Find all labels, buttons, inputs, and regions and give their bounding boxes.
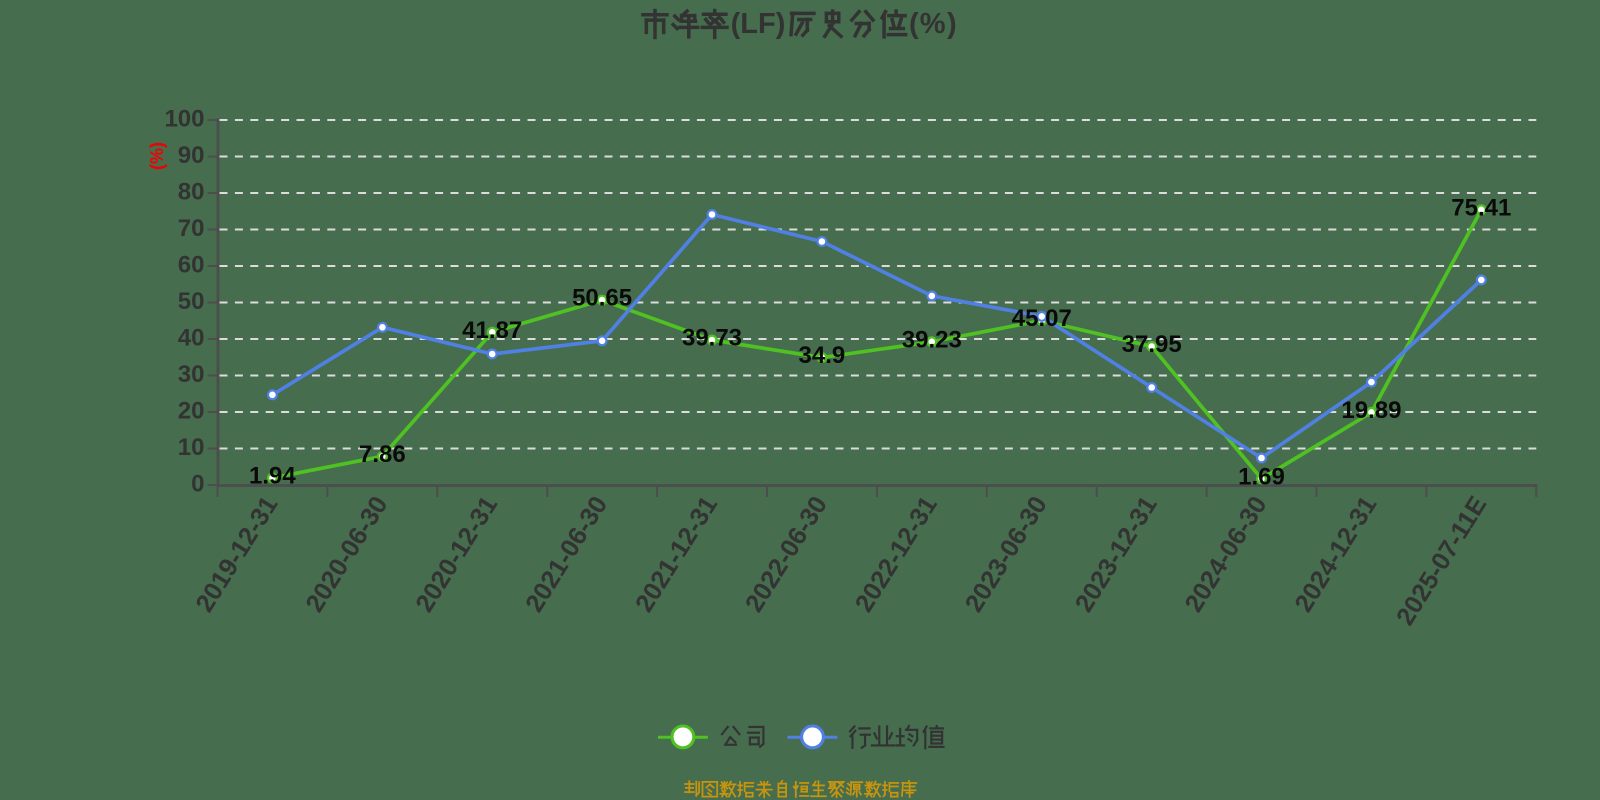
svg-text:39.23: 39.23: [902, 326, 962, 353]
svg-text:(LF): (LF): [731, 8, 786, 40]
svg-text:70: 70: [178, 215, 205, 242]
svg-text:50.65: 50.65: [572, 285, 632, 312]
svg-text:45.07: 45.07: [1012, 305, 1072, 332]
svg-text:100: 100: [164, 106, 204, 133]
svg-text:20: 20: [178, 398, 205, 425]
svg-text:(: (: [909, 8, 919, 40]
svg-text:30: 30: [178, 361, 205, 388]
svg-text:40: 40: [178, 325, 205, 352]
svg-text:50: 50: [178, 288, 205, 315]
svg-text:90: 90: [178, 142, 205, 169]
svg-text:1.94: 1.94: [249, 463, 296, 490]
svg-text:34.9: 34.9: [799, 342, 846, 369]
svg-text:75.41: 75.41: [1451, 194, 1511, 221]
svg-text:1.69: 1.69: [1238, 463, 1285, 490]
svg-text:7.86: 7.86: [359, 441, 406, 468]
svg-text:0: 0: [191, 471, 204, 498]
svg-text:37.95: 37.95: [1122, 331, 1182, 358]
svg-text:19.89: 19.89: [1341, 397, 1401, 424]
svg-text:%: %: [920, 8, 946, 40]
svg-text:39.73: 39.73: [682, 325, 742, 352]
svg-text:): ): [947, 8, 957, 40]
svg-text:80: 80: [178, 179, 205, 206]
svg-text:10: 10: [178, 434, 205, 461]
svg-text:60: 60: [178, 252, 205, 279]
svg-text:41.87: 41.87: [462, 317, 522, 344]
svg-text:(%): (%): [147, 142, 167, 170]
